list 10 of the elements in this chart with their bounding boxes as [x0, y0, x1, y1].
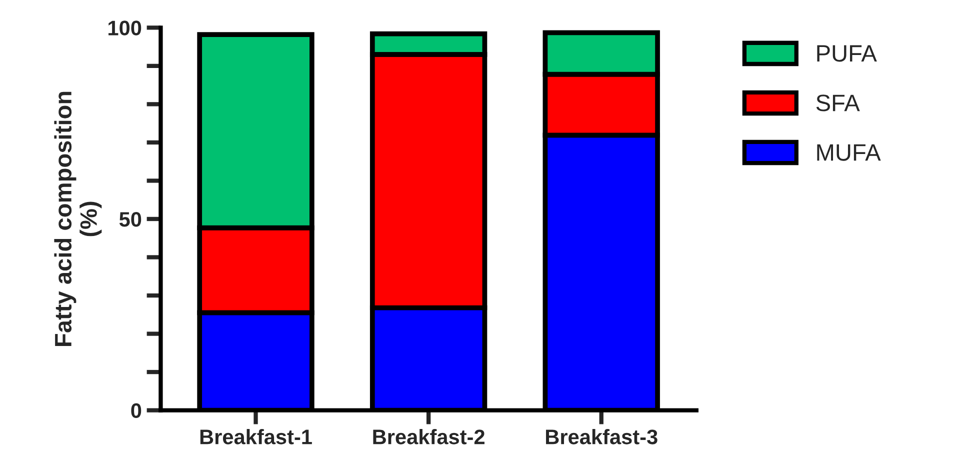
y-tick-label: 100: [108, 20, 142, 36]
x-tick-label: Breakfast-2: [373, 429, 484, 444]
legend-label: SFA: [816, 94, 860, 112]
legend-label: PUFA: [817, 45, 877, 62]
x-tick-label: Breakfast-3: [546, 429, 658, 444]
x-tick-label: Breakfast-1: [200, 429, 312, 444]
y-tick-label: 0: [131, 403, 142, 418]
y-tick-label: 50: [119, 212, 142, 227]
legend-label: MUFA: [817, 144, 881, 161]
y-axis-title: Fatty acid composition (%): [54, 92, 102, 346]
